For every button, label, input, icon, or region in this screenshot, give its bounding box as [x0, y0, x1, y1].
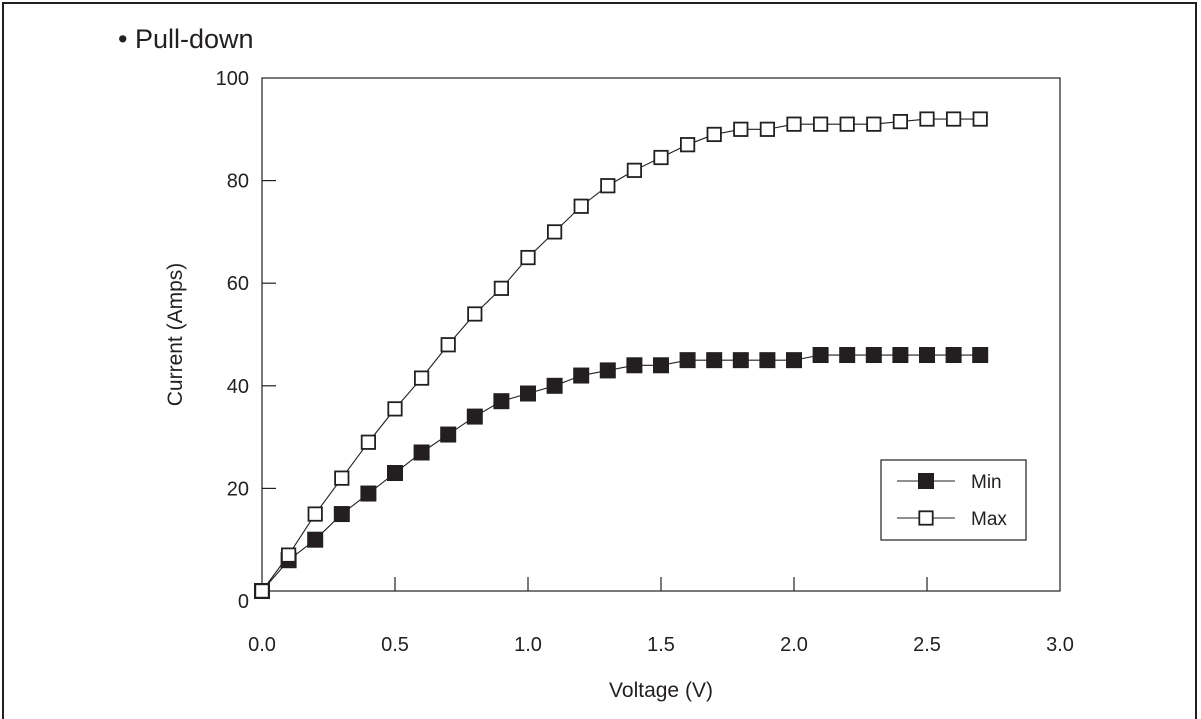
legend-label: Max: [971, 509, 1007, 530]
data-point-min: [493, 393, 510, 410]
legend-marker: [918, 473, 934, 489]
y-axis-ticks: 0 20 40 60 80 100: [216, 68, 276, 613]
data-point-min: [466, 408, 483, 425]
data-point-min: [759, 352, 776, 369]
data-point-min: [786, 352, 802, 369]
legend-item-min: Min: [897, 472, 1002, 493]
y-tick-label: 20: [227, 478, 249, 500]
data-point-max: [759, 121, 776, 137]
x-axis-ticks: 0.0 0.5 1.0 1.5 2.0 2.5 3.0: [248, 577, 1074, 656]
x-tick-label: 2.5: [913, 634, 941, 656]
series-line-min: [261, 354, 981, 592]
data-point-max: [493, 280, 510, 296]
y-tick-label: 40: [227, 376, 249, 398]
series-max: [254, 111, 988, 599]
data-point-min: [679, 352, 696, 369]
data-point-max: [307, 506, 323, 522]
x-tick-label: 2.0: [780, 634, 808, 656]
data-point-max: [440, 337, 456, 353]
data-point-min: [732, 352, 749, 369]
data-point-max: [547, 224, 563, 240]
data-point-min: [892, 347, 909, 364]
x-tick-label: 3.0: [1046, 634, 1074, 656]
series-layer: [254, 111, 989, 599]
data-point-max: [680, 137, 696, 153]
x-tick-label: 0.5: [381, 634, 409, 656]
data-point-max: [706, 126, 722, 143]
data-point-max: [813, 116, 829, 132]
data-point-max: [413, 370, 430, 386]
series-line-max: [261, 118, 981, 592]
x-tick-label: 0.0: [248, 634, 276, 656]
data-point-max: [520, 249, 536, 266]
y-axis-label: Current (Amps): [164, 263, 187, 407]
series-min: [254, 347, 989, 599]
chart-title: • Pull-down: [118, 24, 254, 54]
data-point-max: [387, 401, 403, 417]
data-point-max: [573, 198, 589, 214]
data-point-min: [546, 377, 563, 394]
data-point-min: [706, 352, 723, 369]
y-tick-label: 0: [238, 591, 249, 613]
x-axis-label: Voltage (V): [609, 679, 713, 702]
data-point-min: [520, 385, 536, 402]
x-tick-label: 1.0: [514, 634, 542, 656]
data-point-max: [467, 306, 483, 322]
data-point-min: [812, 347, 829, 364]
data-point-max: [626, 162, 643, 178]
data-point-min: [573, 367, 590, 384]
y-tick-label: 60: [227, 273, 249, 295]
data-point-max: [360, 434, 377, 450]
data-point-max: [280, 547, 297, 563]
data-point-max: [786, 116, 802, 132]
data-point-min: [626, 357, 643, 374]
data-point-min: [440, 426, 457, 443]
data-point-max: [919, 111, 935, 127]
data-point-min: [972, 347, 989, 364]
data-point-max: [254, 583, 270, 599]
legend-box: [880, 459, 1027, 541]
data-point-max: [946, 111, 962, 127]
data-point-max: [733, 121, 749, 137]
x-tick-label: 1.5: [647, 634, 675, 656]
data-point-min: [839, 347, 856, 364]
y-tick-label: 80: [227, 171, 249, 193]
legend-label: Min: [971, 472, 1002, 493]
data-point-min: [307, 531, 324, 548]
legend-marker: [918, 510, 934, 526]
data-point-max: [892, 114, 909, 130]
y-tick-label: 100: [216, 68, 249, 90]
data-point-min: [919, 347, 935, 364]
data-point-max: [972, 111, 988, 127]
legend: Min Max: [880, 459, 1027, 541]
data-point-min: [333, 506, 350, 523]
data-point-min: [865, 347, 882, 364]
data-point-min: [360, 485, 377, 502]
data-point-max: [653, 149, 669, 166]
data-point-max: [839, 116, 855, 132]
data-point-min: [387, 465, 403, 482]
data-point-min: [599, 362, 616, 379]
data-point-min: [653, 357, 669, 374]
data-point-min: [945, 347, 962, 364]
data-point-max: [866, 116, 882, 132]
data-point-min: [413, 444, 430, 461]
data-point-max: [334, 470, 350, 486]
legend-item-max: Max: [897, 509, 1007, 530]
data-point-max: [600, 178, 616, 194]
